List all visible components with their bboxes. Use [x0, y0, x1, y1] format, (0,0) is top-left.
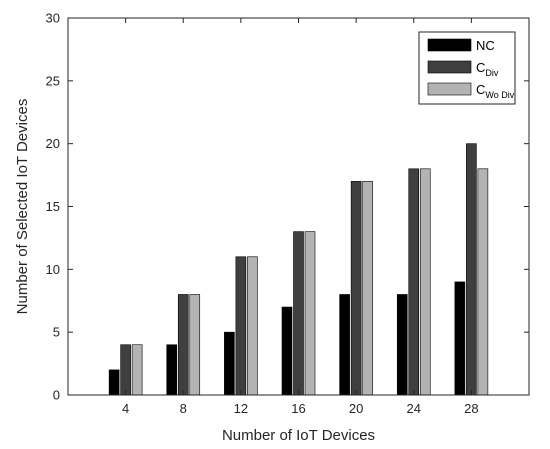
x-tick-label: 4: [122, 401, 129, 416]
legend-label: CWo Div: [476, 82, 515, 100]
x-tick-label: 24: [407, 401, 421, 416]
x-axis-title: Number of IoT Devices: [222, 427, 375, 444]
legend: NC CDiv CWo Div: [418, 31, 516, 105]
x-tick-label: 16: [291, 401, 305, 416]
bar-c-div-24: [408, 168, 420, 396]
bar-c-wo-div-12: [247, 256, 258, 396]
bar-nc-8: [166, 344, 178, 396]
bar-c-wo-div-4: [131, 344, 143, 396]
bar-nc-24: [396, 294, 408, 396]
bar-c-wo-div-28: [477, 168, 489, 396]
x-tick-label: 20: [349, 401, 363, 416]
y-axis-title: Number of Selected IoT Devices: [14, 99, 31, 315]
bars-group: [108, 143, 489, 396]
bar-nc-4: [108, 369, 120, 396]
bar-nc-16: [281, 306, 293, 396]
y-tick-label: 20: [46, 136, 60, 151]
legend-swatch: [427, 60, 472, 74]
bar-c-wo-div-16: [304, 231, 316, 396]
bar-c-wo-div-20: [362, 181, 373, 396]
bar-c-div-16: [293, 231, 304, 396]
bar-c-wo-div-24: [419, 168, 431, 396]
bar-c-div-8: [177, 294, 189, 396]
y-tick-label: 0: [53, 388, 60, 403]
legend-swatch: [427, 38, 472, 52]
bar-c-div-4: [120, 344, 131, 396]
y-tick-label: 15: [46, 199, 60, 214]
bar-nc-20: [339, 294, 350, 396]
x-tick-label: 12: [234, 401, 248, 416]
bar-nc-28: [454, 281, 466, 396]
axis-ticks: 0 5 10 15 20 25 30 4 8 12 16 20 24 28: [46, 11, 529, 416]
x-tick-label: 28: [464, 401, 478, 416]
legend-label: NC: [476, 38, 495, 53]
bar-c-wo-div-8: [189, 294, 201, 396]
bar-c-div-20: [350, 181, 362, 396]
bar-c-div-28: [466, 143, 477, 396]
legend-swatch: [427, 82, 472, 96]
bar-c-div-12: [235, 256, 247, 396]
x-tick-label: 8: [180, 401, 187, 416]
y-tick-label: 25: [46, 73, 60, 88]
bar-nc-12: [224, 331, 235, 396]
y-tick-label: 5: [53, 325, 60, 340]
y-tick-label: 30: [46, 11, 60, 26]
y-tick-label: 10: [46, 262, 60, 277]
legend-label: CDiv: [476, 60, 499, 78]
